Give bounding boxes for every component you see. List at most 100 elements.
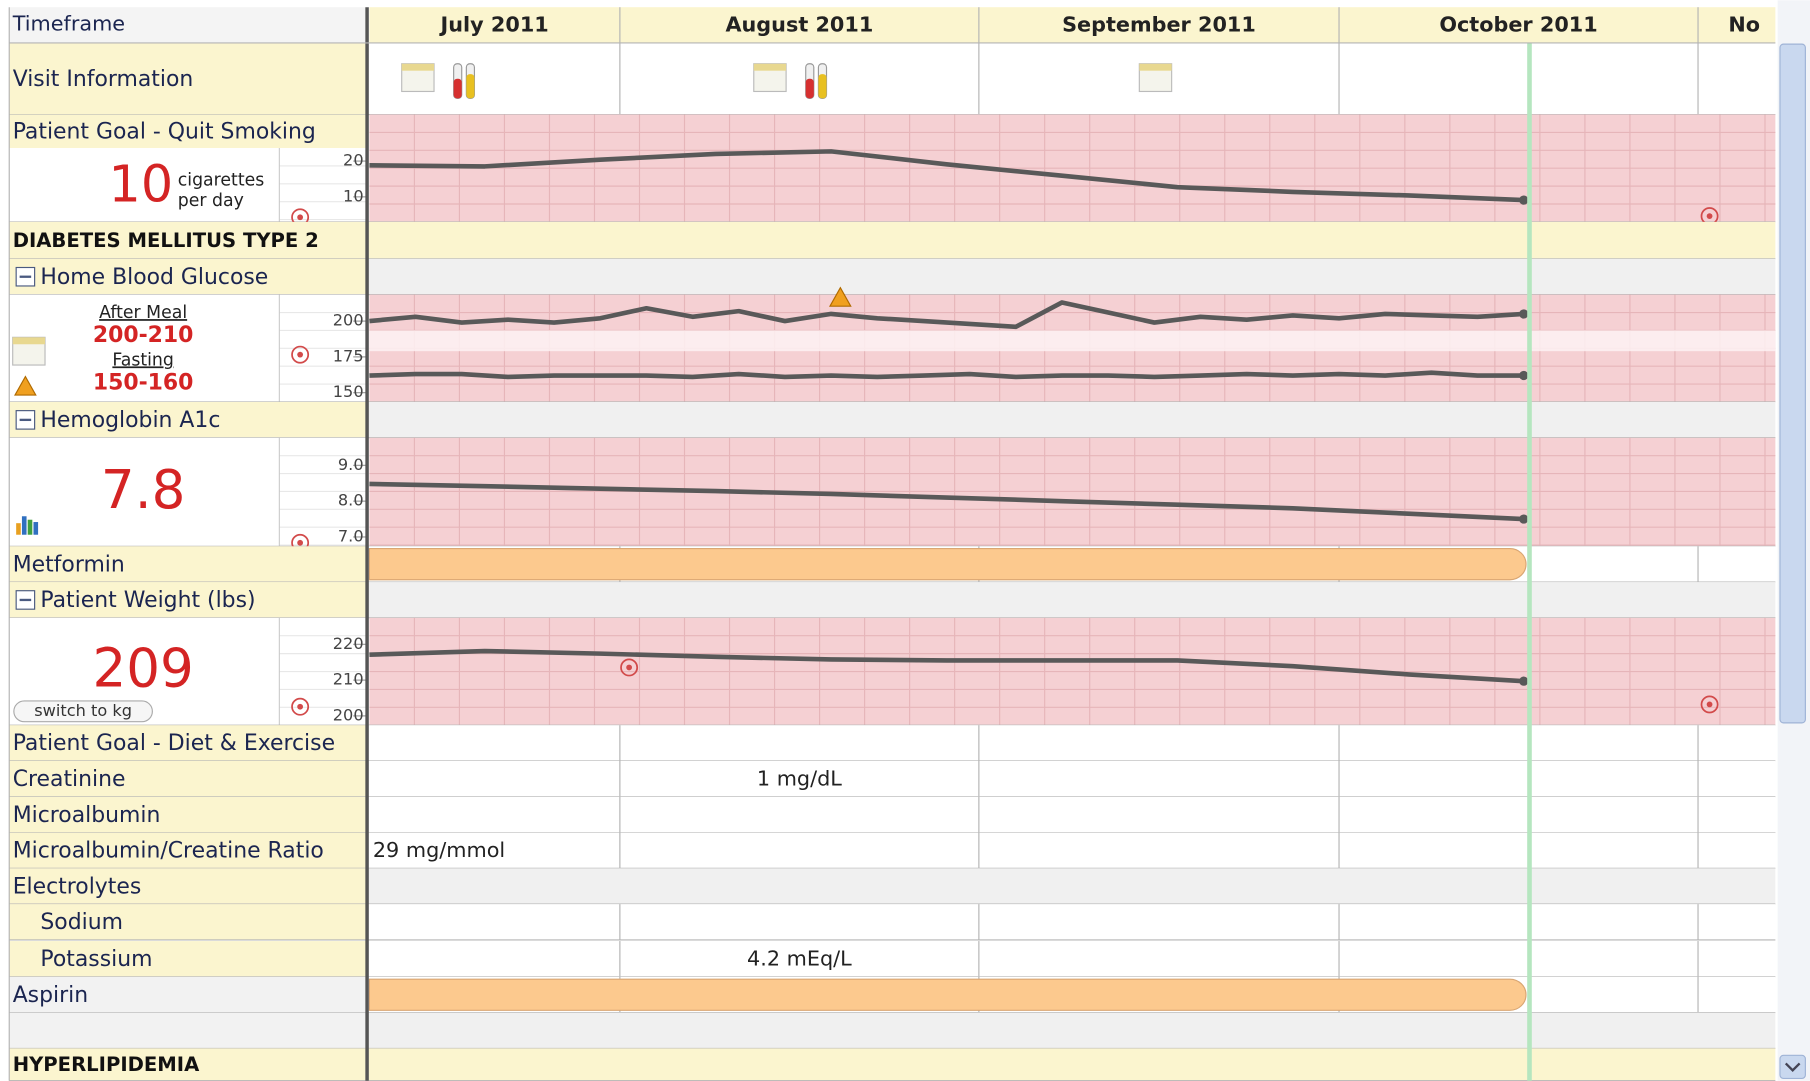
target-band <box>369 330 1776 352</box>
calendar-top <box>401 63 435 71</box>
axis-cell <box>279 148 368 222</box>
label-cell <box>9 221 368 259</box>
row-label: Microalbumin <box>13 803 161 828</box>
row-background <box>367 725 1776 761</box>
month-label: No <box>1728 13 1760 37</box>
current-value: 10 <box>109 154 174 213</box>
label-cell <box>9 258 368 295</box>
row-label: Patient Weight (lbs) <box>40 588 255 613</box>
label-cell <box>9 582 368 618</box>
row-background <box>367 401 1776 438</box>
label-cell <box>9 796 368 833</box>
series-name: After Meal <box>99 303 187 323</box>
trend-line <box>369 149 1524 203</box>
chart-icon <box>16 523 21 535</box>
row-label: Potassium <box>40 947 152 972</box>
medication-bar <box>368 978 1527 1011</box>
latest-point <box>1519 370 1529 381</box>
medication-bar <box>368 548 1527 581</box>
scrollbar-down[interactable] <box>1779 1054 1806 1079</box>
tube-fill <box>805 78 814 99</box>
goal-target-dot <box>297 539 304 546</box>
label-cell <box>9 114 368 149</box>
row-background <box>367 258 1776 295</box>
label-cell <box>9 725 368 761</box>
current-value: 7.8 <box>101 459 185 521</box>
unit-toggle-button[interactable] <box>13 700 153 723</box>
value-cell <box>9 294 280 402</box>
y-tick-label: 175 <box>333 346 364 365</box>
series-name: Fasting <box>112 350 174 370</box>
unit-label: cigarettes <box>178 170 264 190</box>
label-cell <box>9 941 368 977</box>
calendar-top <box>12 337 46 345</box>
month-header <box>619 7 979 43</box>
calendar-top <box>753 63 787 71</box>
y-tick-label: 9.0 <box>338 455 364 474</box>
unit-toggle-label[interactable]: switch to kg <box>34 701 132 720</box>
goal-target <box>620 658 639 677</box>
label-cell <box>9 401 368 438</box>
row-background <box>367 221 1776 259</box>
warning-icon <box>14 375 37 396</box>
y-tick-label: 210 <box>333 670 364 689</box>
chart-icon <box>33 522 39 535</box>
row-background <box>367 760 1776 797</box>
chart-icon <box>21 516 27 535</box>
row-label: Sodium <box>40 910 123 935</box>
row-label: Patient Goal - Quit Smoking <box>13 119 316 144</box>
row-label: Creatinine <box>13 767 126 792</box>
tube-fill <box>453 78 462 99</box>
label-cell <box>9 42 368 115</box>
y-tick-label: 220 <box>333 634 364 653</box>
label-cell <box>9 760 368 797</box>
row-background <box>367 904 1776 940</box>
latest-point <box>1519 676 1529 686</box>
header-cell <box>9 7 368 43</box>
row-background <box>367 832 1776 869</box>
section-heading: DIABETES MELLITUS TYPE 2 <box>13 229 319 252</box>
row-label: Aspirin <box>13 983 88 1008</box>
row-label: Electrolytes <box>13 874 142 899</box>
goal-target-dot <box>297 703 304 710</box>
row-label: Hemoglobin A1c <box>40 408 220 433</box>
label-cell <box>9 976 368 1013</box>
y-tick-label: 150 <box>333 382 364 401</box>
trend-line <box>369 481 1524 522</box>
row-background <box>367 1048 1776 1081</box>
month-label: July 2011 <box>439 13 549 37</box>
goal-target <box>1700 695 1719 714</box>
goal-target-dot <box>297 214 304 221</box>
row-background <box>367 1012 1776 1049</box>
cell-value: 29 mg/mmol <box>373 838 505 862</box>
tube-fill <box>466 74 475 99</box>
value-cell <box>9 437 280 547</box>
row-label: Metformin <box>13 552 125 577</box>
row-background <box>367 941 1776 977</box>
goal-target-dot <box>626 664 632 671</box>
value-cell <box>9 148 280 222</box>
calendar-top <box>1139 63 1172 71</box>
row-background <box>367 796 1776 833</box>
month-header <box>978 7 1340 43</box>
cell-value: 4.2 mEq/L <box>747 947 852 971</box>
series-range: 200-210 <box>93 323 194 348</box>
goal-target <box>291 345 310 364</box>
trend-line <box>369 370 1524 380</box>
row-label: Microalbumin/Creatine Ratio <box>13 839 324 864</box>
goal-target-dot <box>1706 701 1713 708</box>
row-label: Home Blood Glucose <box>40 265 268 290</box>
current-value: 209 <box>92 638 193 700</box>
label-cell <box>9 1048 368 1081</box>
row-background <box>367 582 1776 618</box>
label-cell <box>9 832 368 869</box>
month-label: August 2011 <box>725 13 873 37</box>
month-label: September 2011 <box>1062 13 1256 37</box>
y-tick-label: 200 <box>333 705 364 724</box>
goal-target <box>291 697 310 716</box>
y-tick-label: 7.0 <box>338 526 364 545</box>
scrollbar-thumb[interactable] <box>1779 43 1806 724</box>
label-cell <box>9 546 368 583</box>
goal-target-dot <box>1706 213 1713 220</box>
